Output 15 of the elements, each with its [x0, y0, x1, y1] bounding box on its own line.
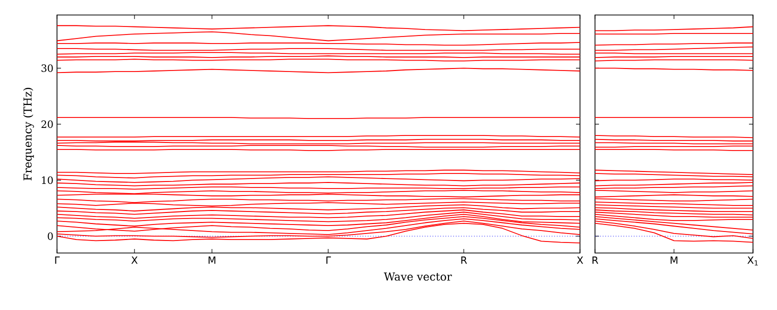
x-tick-label: X [576, 256, 584, 264]
x-tick-label: Γ [55, 256, 60, 264]
x-tick-label: R [592, 256, 598, 264]
y-tick-label: 10 [42, 176, 53, 184]
x-tick-label: R [461, 256, 467, 264]
x-tick-label: M [208, 256, 216, 264]
y-tick-label: 20 [41, 120, 53, 128]
x-axis-title: Wave vector [384, 272, 452, 281]
y-tick-label: 0 [48, 232, 53, 240]
x-tick-label: X$_{1}$ [747, 256, 758, 266]
x-tick-label: Γ [326, 256, 331, 264]
y-tick-label: 30 [42, 64, 53, 72]
x-tick-label: M [670, 256, 678, 264]
y-axis-title: Frequency (THz) [23, 88, 34, 180]
x-tick-label: X [131, 256, 138, 264]
